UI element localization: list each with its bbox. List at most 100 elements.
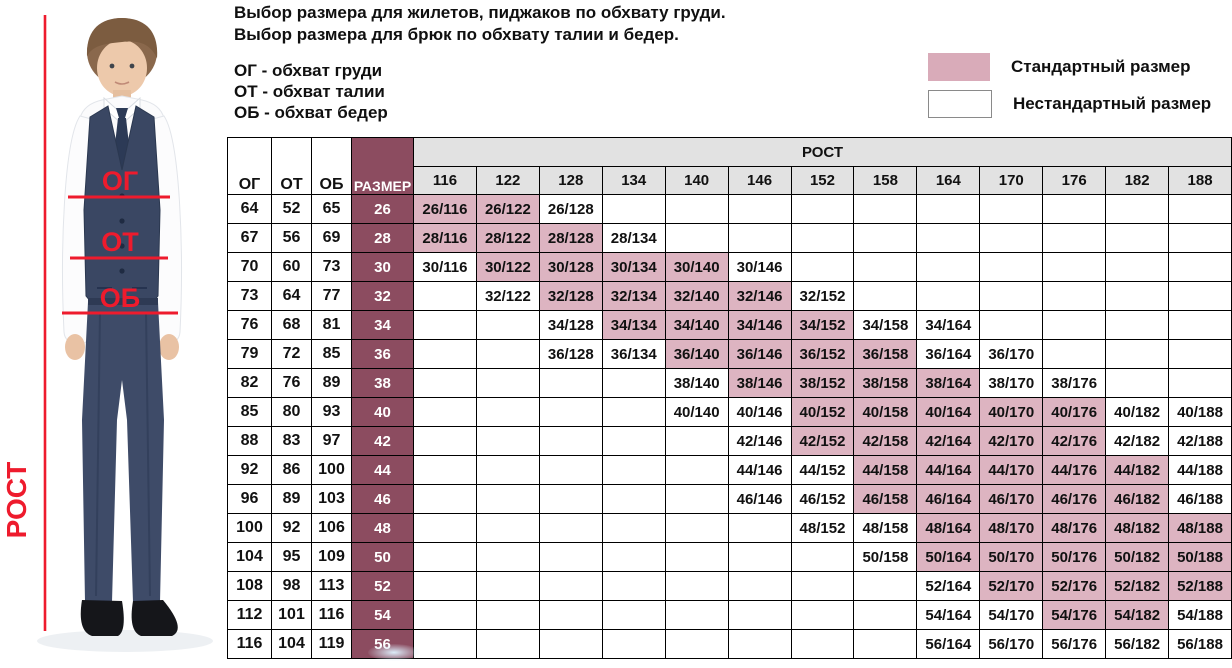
combo-cell-30/134: 30/134 [601, 252, 666, 282]
combo-cell-32/128: 32/128 [538, 281, 603, 311]
combo-cell-48/182: 48/182 [1105, 513, 1170, 543]
height-header-146: 146 [727, 166, 792, 195]
empty-cell [538, 571, 603, 601]
combo-cell-40/140: 40/140 [664, 397, 729, 427]
empty-cell [664, 542, 729, 572]
empty-cell [475, 339, 540, 369]
combo-cell-34/158: 34/158 [853, 310, 918, 340]
combo-cell-42/188: 42/188 [1168, 426, 1232, 456]
empty-cell [475, 629, 540, 659]
empty-cell [475, 426, 540, 456]
ob-value: 73 [311, 252, 352, 282]
empty-cell [853, 600, 918, 630]
empty-cell [538, 629, 603, 659]
table-row-size-54: 112 101 116 54 54/164 54/170 54/176 54/182 54/18… [227, 600, 1232, 630]
empty-cell [916, 252, 981, 282]
combo-cell-30/128: 30/128 [538, 252, 603, 282]
table-row-size-52: 108 98 113 52 52/164 52/170 52/176 52/182 52/188 [227, 571, 1232, 601]
og-value: 64 [227, 194, 272, 224]
combo-cell-28/128: 28/128 [538, 223, 603, 253]
height-header-170: 170 [979, 166, 1044, 195]
ot-value: 64 [271, 281, 312, 311]
combo-cell-32/140: 32/140 [664, 281, 729, 311]
size-value: 26 [351, 194, 414, 224]
empty-cell [475, 455, 540, 485]
empty-cell [475, 513, 540, 543]
combo-cell-56/164: 56/164 [916, 629, 981, 659]
empty-cell [475, 571, 540, 601]
size-value: 54 [351, 600, 414, 630]
empty-cell [853, 281, 918, 311]
combo-cell-36/170: 36/170 [979, 339, 1044, 369]
combo-cell-40/170: 40/170 [979, 397, 1044, 427]
empty-cell [1105, 281, 1170, 311]
right-eye [129, 63, 135, 69]
ob-value: 65 [311, 194, 352, 224]
combo-cell-54/182: 54/182 [1105, 600, 1170, 630]
combo-cell-44/188: 44/188 [1168, 455, 1232, 485]
size-value: 44 [351, 455, 414, 485]
empty-cell [853, 571, 918, 601]
height-header-176: 176 [1042, 166, 1107, 195]
abbr-og: ОГ - обхват груди [234, 61, 383, 80]
height-header-140: 140 [664, 166, 729, 195]
empty-cell [1105, 223, 1170, 253]
empty-cell [664, 484, 729, 514]
boy-figure [62, 18, 182, 636]
empty-cell [790, 252, 855, 282]
trousers [82, 302, 164, 602]
empty-cell [1168, 281, 1232, 311]
boy-illustration: ОГ ОТ ОБ РОСТ [0, 0, 227, 663]
left-eye [109, 63, 115, 69]
combo-cell-54/176: 54/176 [1042, 600, 1107, 630]
height-header-152: 152 [790, 166, 855, 195]
empty-cell [1168, 339, 1232, 369]
ob-value: 69 [311, 223, 352, 253]
og-value: 116 [227, 629, 272, 659]
right-hand [159, 334, 179, 360]
size-value: 28 [351, 223, 414, 253]
combo-cell-44/152: 44/152 [790, 455, 855, 485]
empty-cell [979, 223, 1044, 253]
table-row-size-40: 85 80 93 40 40/140 40/146 40/152 40/158 40/164 40… [227, 397, 1232, 427]
og-value: 85 [227, 397, 272, 427]
empty-cell [916, 223, 981, 253]
ob-value: 97 [311, 426, 352, 456]
empty-cell [853, 194, 918, 224]
empty-cell [413, 397, 477, 427]
ob-value: 109 [311, 542, 352, 572]
combo-cell-54/164: 54/164 [916, 600, 981, 630]
empty-cell [538, 542, 603, 572]
combo-cell-38/176: 38/176 [1042, 368, 1107, 398]
combo-cell-46/164: 46/164 [916, 484, 981, 514]
size-value: 36 [351, 339, 414, 369]
size-value: 30 [351, 252, 414, 282]
abbr-ot: ОТ - обхват талии [234, 82, 385, 101]
og-value: 108 [227, 571, 272, 601]
size-value: 42 [351, 426, 414, 456]
legend-label-standard: Стандартный размер [1011, 57, 1191, 76]
combo-cell-52/188: 52/188 [1168, 571, 1232, 601]
empty-cell [538, 455, 603, 485]
ob-value: 103 [311, 484, 352, 514]
table-row-size-38: 82 76 89 38 38/140 38/146 38/152 38/158 38/164 38… [227, 368, 1232, 398]
ot-value: 60 [271, 252, 312, 282]
combo-cell-50/170: 50/170 [979, 542, 1044, 572]
combo-cell-40/176: 40/176 [1042, 397, 1107, 427]
trouser-crease [145, 311, 151, 597]
legend-swatch-nonstandard [928, 90, 992, 118]
tie-knot [116, 108, 128, 118]
empty-cell [538, 426, 603, 456]
og-value: 73 [227, 281, 272, 311]
height-header-182: 182 [1105, 166, 1170, 195]
height-label: РОСТ [1, 462, 32, 539]
ob-value: 106 [311, 513, 352, 543]
combo-cell-40/158: 40/158 [853, 397, 918, 427]
size-value: 34 [351, 310, 414, 340]
empty-cell [413, 484, 477, 514]
empty-cell [413, 310, 477, 340]
ot-value: 52 [271, 194, 312, 224]
empty-cell [1168, 223, 1232, 253]
combo-cell-50/158: 50/158 [853, 542, 918, 572]
